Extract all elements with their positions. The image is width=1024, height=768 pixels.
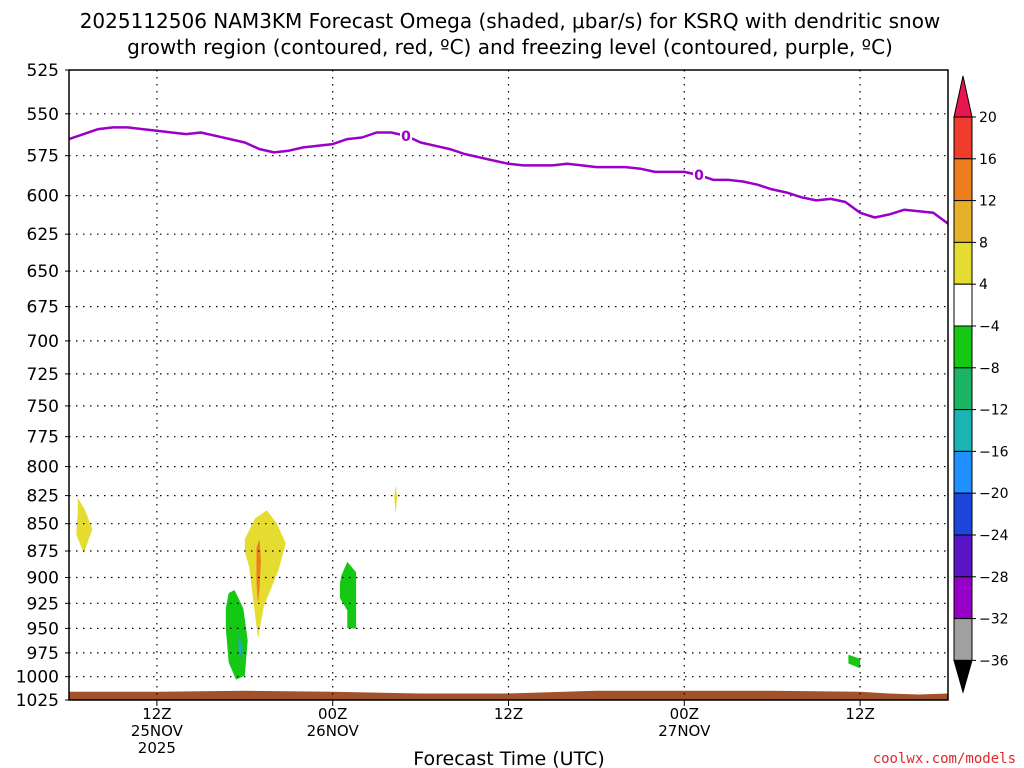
omega-region-rising-yellow-small: [394, 485, 398, 514]
chart-title-line2: growth region (contoured, red, ºC) and f…: [127, 35, 893, 59]
x-tick-label-1-1: 26NOV: [307, 722, 360, 740]
colorbar-label-13: −36: [979, 653, 1009, 669]
colorbar-label-5: −4: [979, 319, 1000, 335]
x-tick-label-2-0: 12Z: [494, 705, 523, 723]
y-tick-label-975: 975: [27, 644, 59, 664]
colorbar-segment-4: [953, 241, 973, 285]
y-tick-label-925: 925: [27, 594, 59, 614]
terrain-band: [69, 690, 948, 700]
x-tick-label-3-0: 00Z: [670, 705, 699, 723]
colorbar-segment-9: [953, 450, 973, 494]
y-tick-label-700: 700: [27, 332, 59, 352]
freezing-level-line: [68, 126, 949, 225]
colorbar-label-10: −24: [979, 528, 1009, 544]
colorbar-segment-0: [953, 75, 973, 118]
colorbar-label-0: 20: [979, 110, 997, 126]
y-tick-label-950: 950: [27, 619, 59, 639]
colorbar-segment-6: [953, 325, 973, 369]
y-tick-label-775: 775: [27, 428, 59, 448]
colorbar-label-2: 12: [979, 194, 997, 210]
omega-region-sinking-green-late: [848, 654, 861, 669]
y-tick-label-850: 850: [27, 515, 59, 535]
x-axis-title: Forecast Time (UTC): [413, 748, 604, 768]
x-tick-label-4-0: 12Z: [845, 705, 874, 723]
y-tick-label-800: 800: [27, 458, 59, 478]
colorbar-segment-11: [953, 534, 973, 578]
chart-title-line1: 2025112506 NAM3KM Forecast Omega (shaded…: [80, 9, 941, 33]
omega-region-rising-orange-core: [256, 539, 261, 604]
colorbar-segment-5: [953, 283, 973, 327]
freezing-label-bg-0: [400, 127, 412, 144]
colorbar-label-7: −12: [979, 403, 1009, 419]
y-tick-label-1025: 1025: [16, 691, 59, 711]
y-tick-label-750: 750: [27, 397, 59, 417]
y-tick-label-575: 575: [27, 147, 59, 167]
y-tick-label-675: 675: [27, 298, 59, 318]
y-tick-label-875: 875: [27, 542, 59, 562]
x-tick-label-0-0: 12Z: [142, 705, 171, 723]
y-tick-label-650: 650: [27, 262, 59, 282]
x-tick-label-0-2: 2025: [138, 739, 176, 757]
colorbar-segment-10: [953, 492, 973, 536]
colorbar-segment-1: [953, 116, 973, 160]
colorbar-label-1: 16: [979, 152, 997, 168]
colorbar-segment-2: [953, 158, 973, 202]
freezing-label-bg-1: [693, 167, 705, 184]
colorbar-label-11: −28: [979, 570, 1009, 586]
colorbar-label-6: −8: [979, 361, 1000, 377]
colorbar-segment-3: [953, 200, 973, 243]
omega-region-sinking-green-main: [225, 590, 248, 680]
colorbar-segment-12: [953, 576, 973, 620]
y-tick-label-600: 600: [27, 187, 59, 207]
colorbar-label-3: 8: [979, 235, 988, 251]
omega-region-sinking-cyan-core: [238, 638, 242, 656]
colorbar-label-9: −20: [979, 486, 1009, 502]
gridlines: [69, 70, 948, 700]
omega-region-sinking-green-mid: [340, 561, 357, 629]
x-tick-label-1-0: 00Z: [318, 705, 347, 723]
y-tick-label-825: 825: [27, 487, 59, 507]
colorbar-segment-14: [953, 659, 973, 694]
freezing-level-label-1: 0: [694, 168, 704, 184]
colorbar-label-12: −32: [979, 612, 1009, 628]
omega-region-rising-yellow-early: [76, 497, 93, 554]
freezing-level-label-0: 0: [401, 129, 411, 145]
colorbar-segment-13: [953, 618, 973, 661]
credit-text: coolwx.com/models: [873, 751, 1016, 767]
y-axis: 525 550 575 600 625 650 675 700 725 750 775 800 825 8…: [16, 61, 69, 711]
y-tick-label-625: 625: [27, 225, 59, 245]
y-tick-label-725: 725: [27, 365, 59, 385]
colorbar-label-4: 4: [979, 277, 988, 293]
colorbar-segment-8: [953, 409, 973, 452]
colorbar-segment-7: [953, 367, 973, 411]
y-tick-label-550: 550: [27, 105, 59, 125]
colorbar-label-8: −16: [979, 444, 1009, 460]
freezing-level-layer: 00: [68, 126, 949, 225]
y-tick-label-1000: 1000: [16, 668, 59, 688]
x-tick-label-3-1: 27NOV: [658, 722, 711, 740]
y-tick-label-900: 900: [27, 569, 59, 589]
x-tick-label-0-1: 25NOV: [131, 722, 184, 740]
y-tick-label-525: 525: [27, 61, 59, 81]
plot-fills: [69, 485, 948, 700]
colorbar: 20 16 12 8 4 −4 −8 −12 −16 −20 −24 −28 −32 −36: [953, 75, 1009, 694]
omega-region-rising-yellow-main: [244, 510, 286, 639]
